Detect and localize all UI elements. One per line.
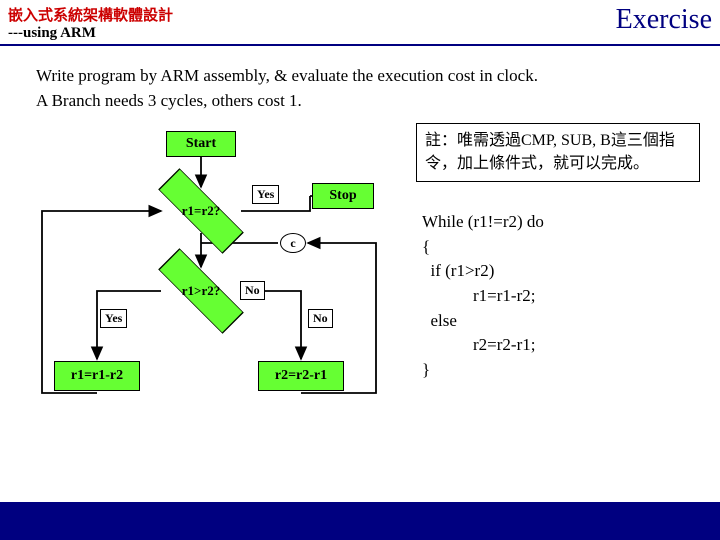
slide-header: 嵌入式系統架構軟體設計 ---using ARM Exercise: [0, 0, 720, 46]
course-title-zh: 嵌入式系統架構軟體設計: [8, 4, 173, 25]
flow-label-yes2: Yes: [100, 309, 127, 328]
course-subtitle: ---using ARM: [8, 25, 173, 42]
flow-node-d2: r1>r2?: [166, 271, 236, 311]
footer-bar: [0, 502, 720, 540]
note-box: 註：唯需透過CMP, SUB, B這三個指令，加上條件式，就可以完成。: [416, 123, 700, 182]
flow-node-start: Start: [166, 131, 236, 157]
prompt-line-2: A Branch needs 3 cycles, others cost 1.: [36, 89, 690, 114]
flow-node-asn2: r2=r2-r1: [258, 361, 344, 391]
content-row: Startr1=r2?Stopcr1>r2?r1=r1-r2r2=r2-r1Ye…: [0, 119, 720, 443]
prompt-line-1: Write program by ARM assembly, & evaluat…: [36, 64, 690, 89]
pseudocode: While (r1!=r2) do { if (r1>r2) r1=r1-r2;…: [416, 210, 700, 382]
flow-node-d1: r1=r2?: [166, 191, 236, 231]
flowchart: Startr1=r2?Stopcr1>r2?r1=r1-r2r2=r2-r1Ye…: [36, 123, 406, 443]
flow-node-asn1: r1=r1-r2: [54, 361, 140, 391]
flow-label-no1: No: [240, 281, 265, 300]
flow-label-yes1: Yes: [252, 185, 279, 204]
prompt-text: Write program by ARM assembly, & evaluat…: [0, 46, 720, 119]
flow-node-stop: Stop: [312, 183, 374, 209]
flow-label-no2: No: [308, 309, 333, 328]
right-column: 註：唯需透過CMP, SUB, B這三個指令，加上條件式，就可以完成。 Whil…: [406, 123, 700, 443]
header-left: 嵌入式系統架構軟體設計 ---using ARM: [8, 4, 173, 42]
slide-title: Exercise: [616, 4, 712, 36]
